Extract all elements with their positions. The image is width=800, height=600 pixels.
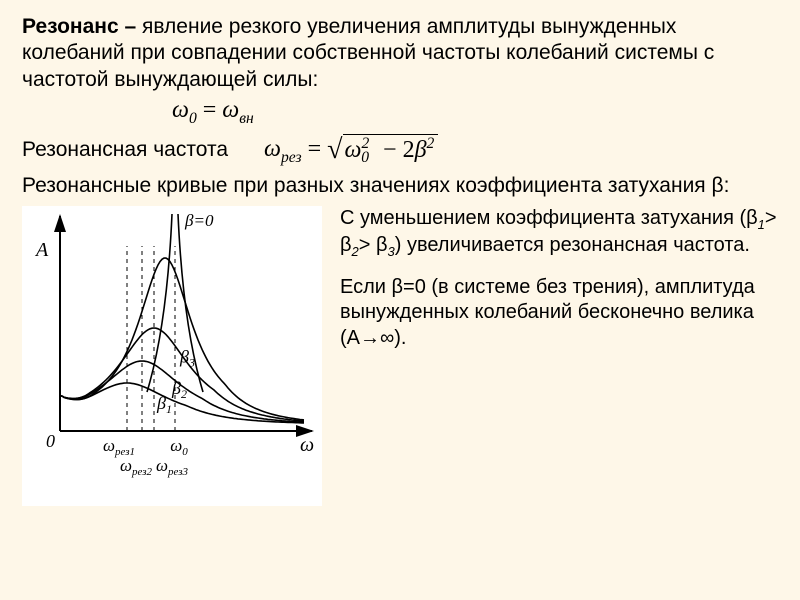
p1a: С уменьшением коэффициента затухания (β	[340, 207, 758, 229]
title: Резонанс –	[22, 15, 136, 38]
equation-1: ω0 = ωвн	[22, 97, 778, 128]
eq2-t1: ω	[345, 137, 362, 163]
eq2-t2: β	[415, 137, 427, 163]
eq2-lhs-sub: рез	[281, 148, 302, 165]
eq2-minus: − 2	[377, 137, 415, 163]
eq2-t2-sup: 2	[427, 135, 435, 152]
right-column: С уменьшением коэффициента затухания (β1…	[340, 206, 778, 511]
p1gt2: > β	[359, 234, 388, 256]
eq1-rhs-sub: вн	[239, 110, 254, 127]
p1b2: 2	[352, 244, 359, 259]
right-p2: Если β=0 (в системе без трения), амплиту…	[340, 275, 778, 352]
eq2-t1-sub: 0	[361, 149, 369, 166]
res-freq-label: Резонансная частота	[22, 137, 228, 163]
svg-text:β=0: β=0	[184, 211, 214, 230]
equation-2: ωрез = √ ω20 − 2β2	[264, 134, 438, 168]
p1b1: 1	[758, 217, 765, 232]
curves-label: Резонансные кривые при разных значениях …	[22, 173, 778, 199]
eq1-lhs: ω	[172, 97, 189, 123]
eq1-lhs-sub: 0	[189, 110, 197, 127]
right-p1: С уменьшением коэффициента затухания (β1…	[340, 206, 778, 261]
p1b3: 3	[388, 244, 395, 259]
eq2-lhs: ω	[264, 136, 281, 162]
resonance-chart: Aω0β1β2β3β=0ω0ωрез1ωрез2ωрез3	[22, 206, 322, 511]
p1c: ) увеличивается резонансная частота.	[395, 234, 750, 256]
svg-text:ω: ω	[300, 434, 314, 456]
svg-text:A: A	[34, 239, 49, 261]
eq1-rhs: ω	[222, 97, 239, 123]
svg-text:0: 0	[46, 431, 55, 451]
resonance-freq-row: Резонансная частота ωрез = √ ω20 − 2β2	[22, 134, 778, 168]
content-row: Aω0β1β2β3β=0ω0ωрез1ωрез2ωрез3 С уменьшен…	[22, 206, 778, 511]
definition-text: Резонанс – явление резкого увеличения ам…	[22, 14, 778, 93]
